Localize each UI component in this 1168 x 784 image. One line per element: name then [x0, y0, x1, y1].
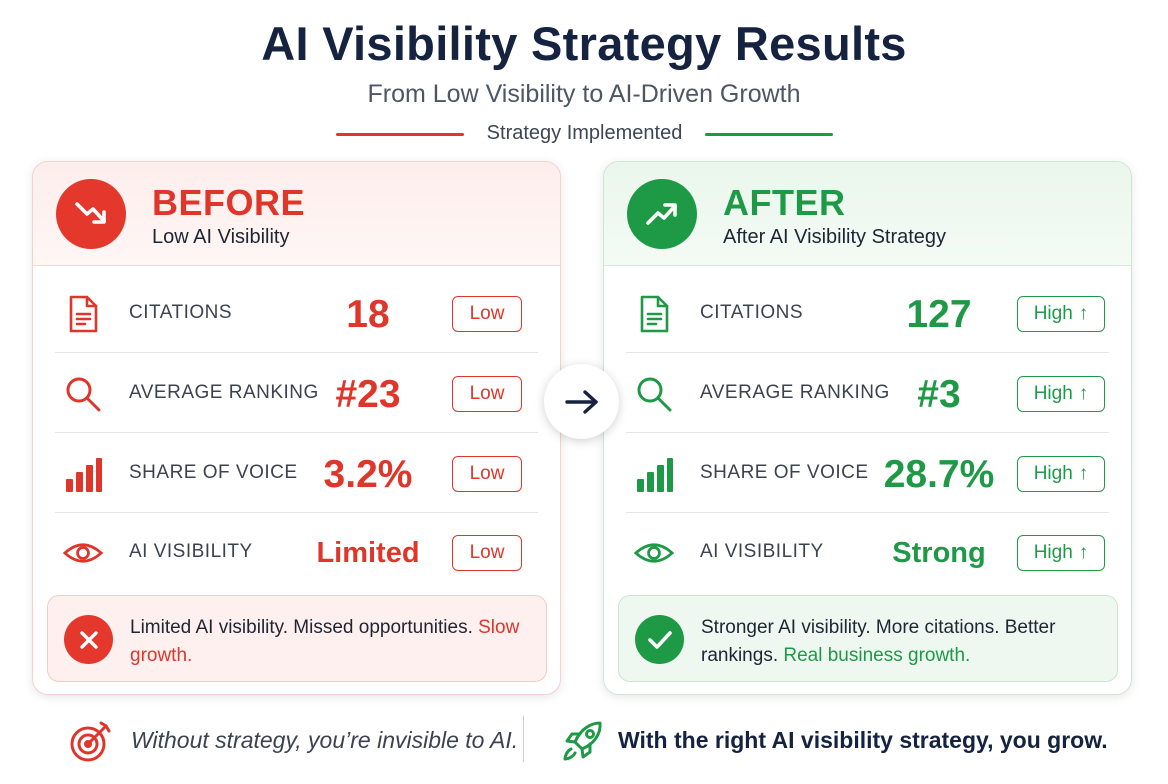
metric-value: Strong [892, 537, 986, 569]
summary-highlight: Slow growth. [130, 617, 520, 666]
bar-chart-icon [66, 458, 102, 492]
divider-line-before [336, 133, 464, 136]
metric-row-average-ranking: AVERAGE RANKING #3 High ↑ [604, 353, 1131, 433]
page-title: AI Visibility Strategy Results [261, 17, 907, 70]
status-badge: High ↑ [1017, 535, 1105, 571]
metric-value: 18 [346, 293, 390, 336]
arrow-up-icon: ↑ [1078, 383, 1089, 404]
footer-right-text: With the right AI visibility strategy, y… [618, 727, 1108, 753]
bar-chart-icon [637, 458, 673, 492]
row-divider [55, 352, 538, 353]
page-subtitle: From Low Visibility to AI-Driven Growth [367, 80, 801, 108]
before-subtitle: Low AI Visibility [152, 226, 290, 248]
arrow-right-icon [544, 364, 619, 439]
search-icon [637, 377, 672, 412]
before-panel: BEFORE Low AI Visibility CITATIONS 18 Lo… [32, 161, 561, 695]
after-panel: AFTER After AI Visibility Strategy CITAT… [603, 161, 1132, 695]
metric-row-ai-visibility: AI VISIBILITY Limited Low [33, 512, 560, 592]
metric-value: 3.2% [323, 453, 413, 496]
footer-divider [523, 716, 524, 762]
footer-left-text: Without strategy, you’re invisible to AI… [131, 727, 519, 753]
document-icon [69, 295, 98, 333]
status-badge: High ↑ [1017, 376, 1105, 412]
status-badge: High ↑ [1017, 456, 1105, 492]
eye-icon [634, 543, 674, 563]
summary-text: Stronger AI visibility. More citations. … [701, 617, 1056, 666]
metric-value: #23 [335, 373, 401, 416]
metric-label: AVERAGE RANKING [700, 382, 890, 403]
summary-text: Limited AI visibility. Missed opportunit… [130, 617, 520, 666]
search-icon [66, 377, 101, 412]
after-title: AFTER [723, 182, 846, 223]
metric-row-share-of-voice: SHARE OF VOICE 28.7% High ↑ [604, 433, 1131, 513]
summary-highlight: Real business growth. [783, 645, 971, 666]
after-subtitle: After AI Visibility Strategy [723, 226, 947, 248]
arrow-up-icon: ↑ [1078, 303, 1089, 324]
metric-value: #3 [917, 373, 961, 416]
metric-value: Limited [316, 537, 420, 569]
strategy-divider: Strategy Implemented [0, 121, 1168, 149]
trend-up-icon [627, 179, 697, 249]
metric-row-ai-visibility: AI VISIBILITY Strong High ↑ [604, 512, 1131, 592]
document-icon [640, 295, 669, 333]
metric-row-citations: CITATIONS 127 High ↑ [604, 273, 1131, 353]
metric-label: AI VISIBILITY [700, 541, 824, 562]
after-summary: Stronger AI visibility. More citations. … [618, 595, 1118, 682]
divider-line-after [705, 133, 833, 136]
metric-row-share-of-voice: SHARE OF VOICE 3.2% Low [33, 433, 560, 513]
status-badge: High ↑ [1017, 296, 1105, 332]
before-summary: Limited AI visibility. Missed opportunit… [47, 595, 547, 682]
status-badge: Low [452, 456, 522, 492]
arrow-up-icon: ↑ [1078, 463, 1089, 484]
after-panel-header: AFTER After AI Visibility Strategy [604, 162, 1131, 266]
before-title: BEFORE [152, 182, 306, 223]
row-divider [55, 512, 538, 513]
target-icon [70, 721, 111, 762]
metric-label: SHARE OF VOICE [129, 462, 298, 483]
metric-label: CITATIONS [700, 302, 804, 323]
rocket-icon [563, 721, 602, 761]
metric-label: CITATIONS [129, 302, 233, 323]
metric-value: 28.7% [883, 453, 995, 496]
metric-label: SHARE OF VOICE [700, 462, 869, 483]
before-panel-header: BEFORE Low AI Visibility [33, 162, 560, 266]
metric-label: AI VISIBILITY [129, 541, 253, 562]
row-divider [626, 432, 1109, 433]
x-circle-icon [64, 615, 113, 664]
row-divider [626, 352, 1109, 353]
trend-down-icon [56, 179, 126, 249]
row-divider [626, 512, 1109, 513]
row-divider [55, 432, 538, 433]
metric-label: AVERAGE RANKING [129, 382, 319, 403]
status-badge: Low [452, 296, 522, 332]
status-badge: Low [452, 376, 522, 412]
divider-label: Strategy Implemented [486, 122, 683, 144]
status-badge: Low [452, 535, 522, 571]
eye-icon [63, 543, 103, 563]
metric-row-citations: CITATIONS 18 Low [33, 273, 560, 353]
arrow-up-icon: ↑ [1078, 542, 1089, 563]
metric-value: 127 [906, 293, 972, 336]
metric-row-average-ranking: AVERAGE RANKING #23 Low [33, 353, 560, 433]
check-circle-icon [635, 615, 684, 664]
